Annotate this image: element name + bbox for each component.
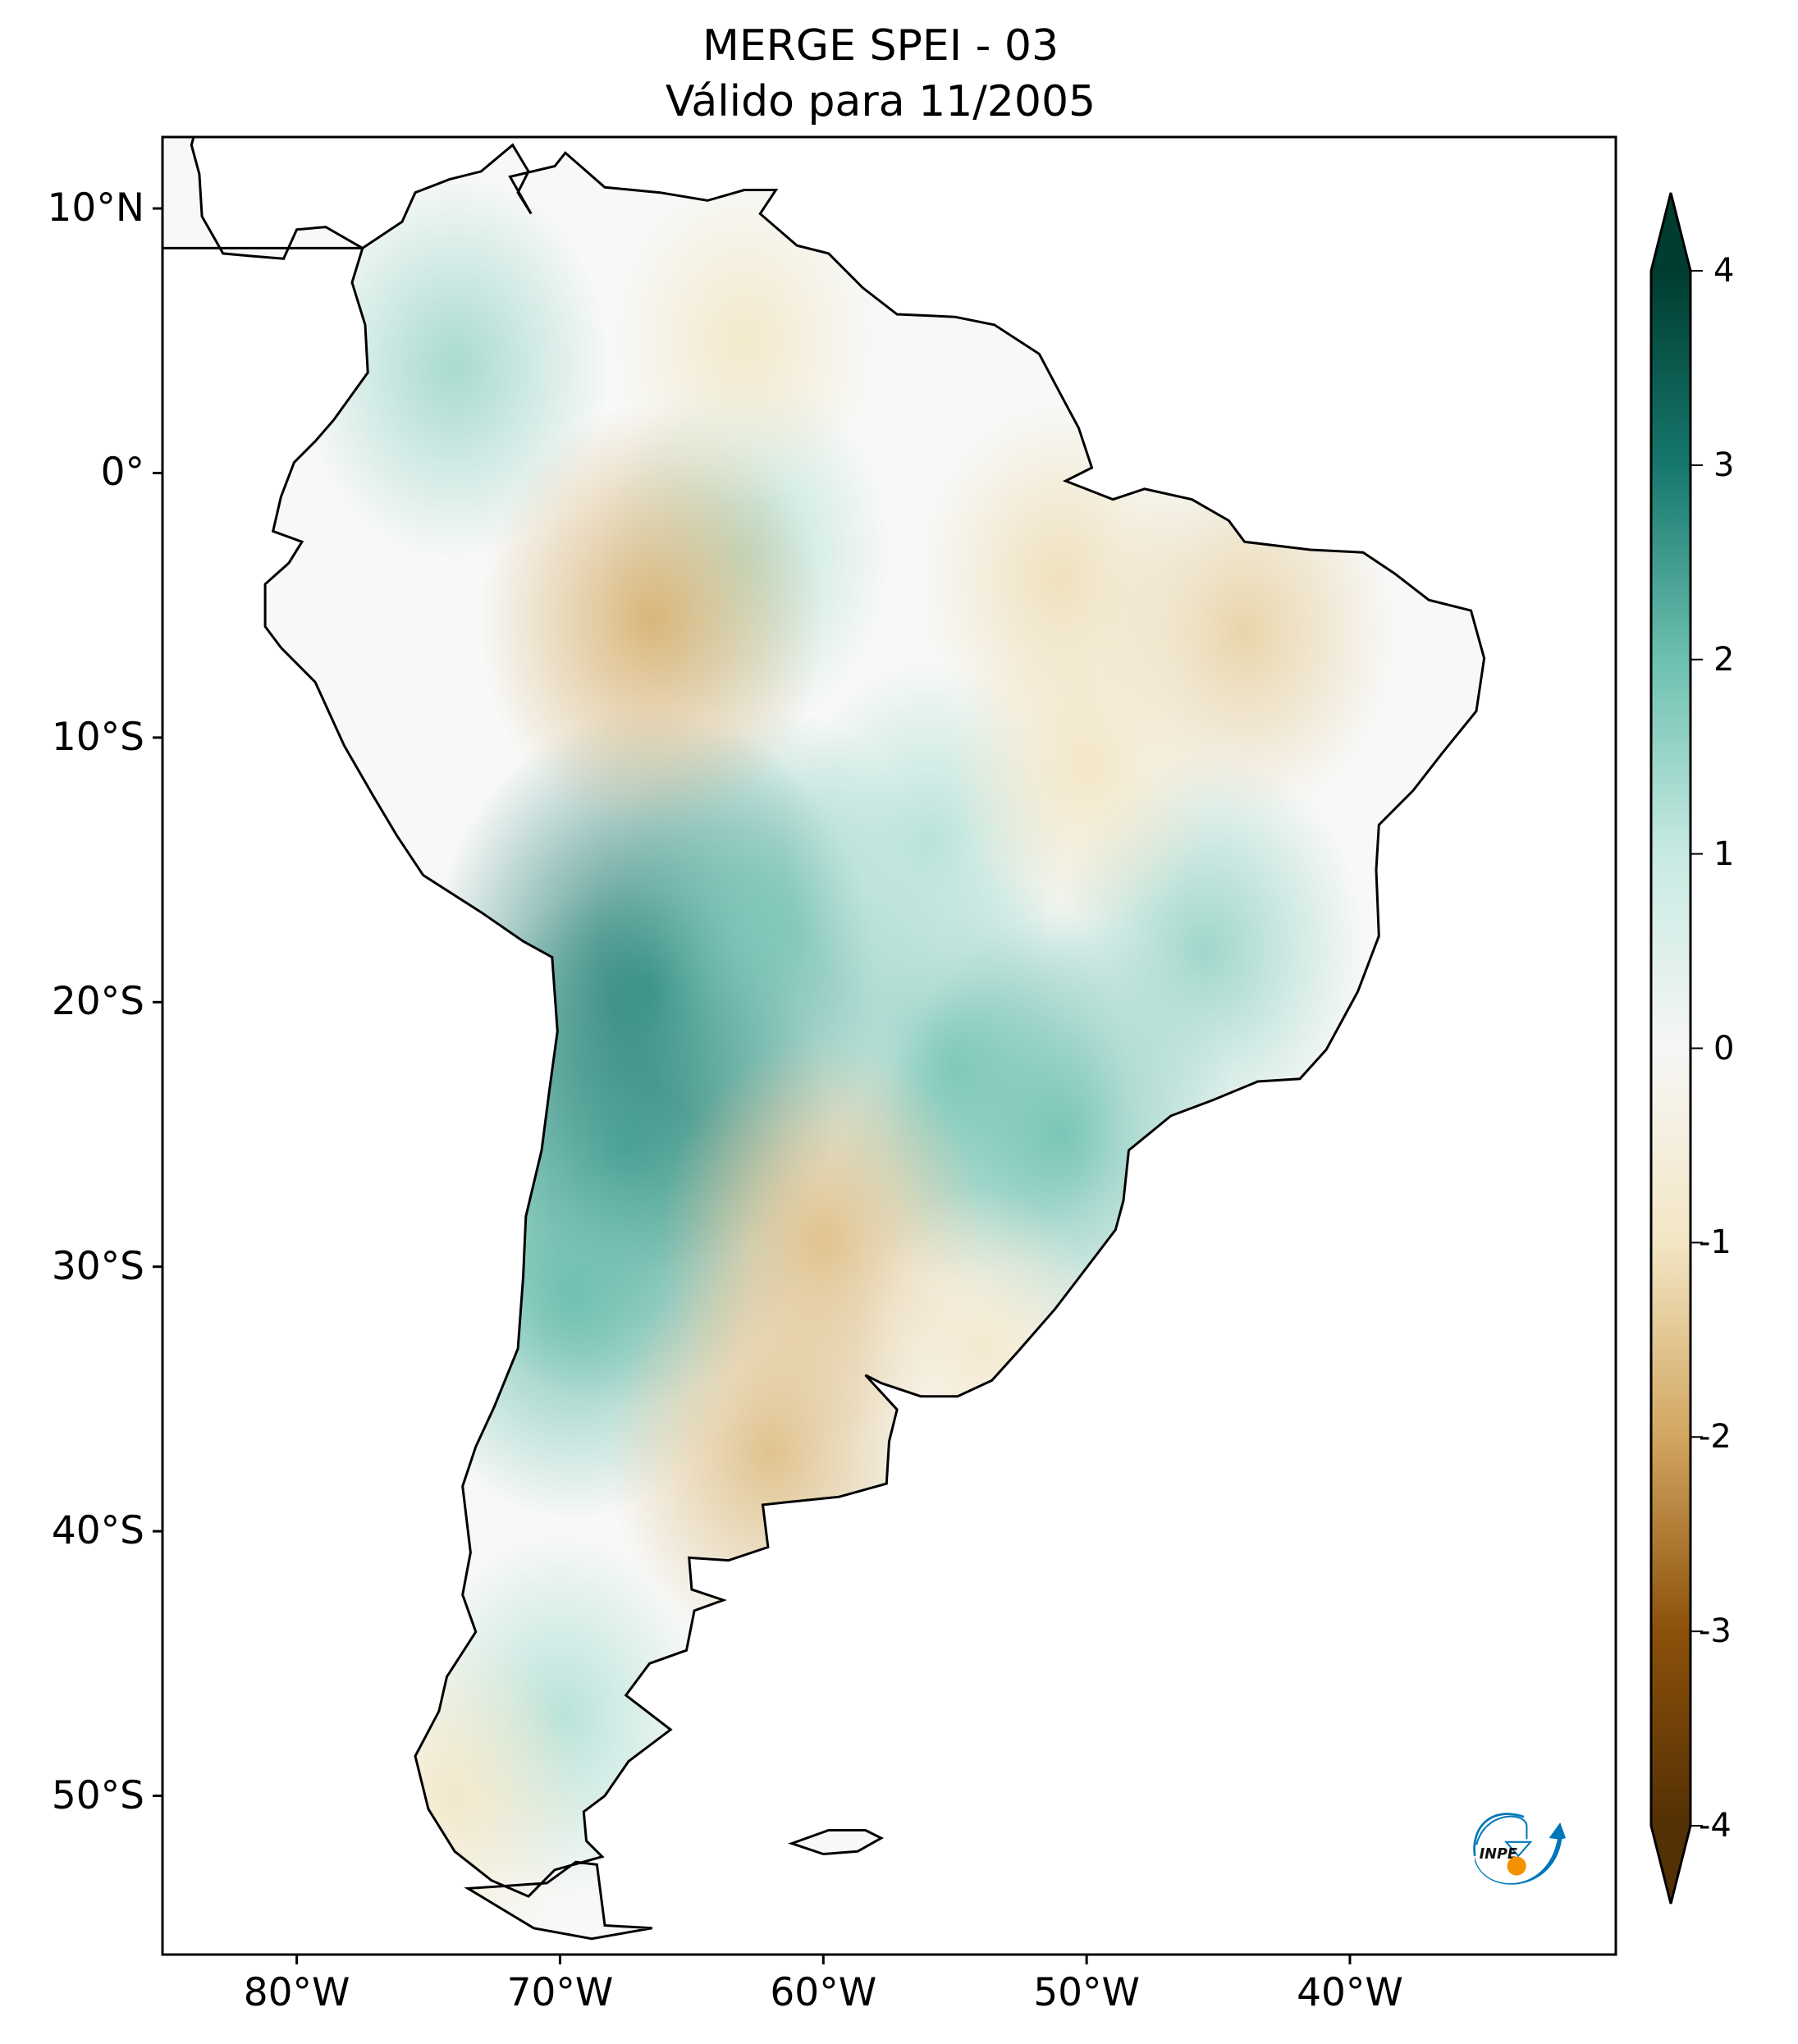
colorbar-extend-max bbox=[1651, 193, 1690, 271]
coastline bbox=[162, 137, 1486, 1941]
colorbar-tick-label: 4 bbox=[1713, 252, 1735, 290]
colorbar-extend-min bbox=[1651, 1826, 1690, 1904]
x-tick-label: 70°W bbox=[506, 1970, 614, 2015]
y-tick-label: 20°S bbox=[51, 979, 144, 1025]
colorbar-tick-label: 0 bbox=[1713, 1029, 1735, 1068]
anomaly-patch bbox=[301, 175, 609, 560]
map-title: MERGE SPEI - 03 bbox=[702, 21, 1059, 71]
y-tick-label: 10°N bbox=[47, 185, 144, 231]
y-tick-label: 30°S bbox=[51, 1243, 144, 1289]
colorbar-tick-label: -4 bbox=[1699, 1807, 1732, 1845]
colorbar-gradient bbox=[1651, 271, 1690, 1826]
y-tick-label: 0° bbox=[100, 450, 144, 496]
y-tick-label: 50°S bbox=[51, 1772, 144, 1818]
anomaly-patch bbox=[480, 404, 824, 834]
y-tick-label: 10°S bbox=[51, 714, 144, 760]
anomaly-patch bbox=[613, 176, 876, 505]
y-tick-label: 40°S bbox=[51, 1508, 144, 1554]
anomaly-patch bbox=[323, 1632, 586, 1939]
colorbar-tick-label: 1 bbox=[1713, 835, 1735, 873]
x-tick-label: 60°W bbox=[770, 1970, 877, 2015]
x-tick-label: 50°W bbox=[1033, 1970, 1141, 2015]
x-tick-label: 40°W bbox=[1297, 1970, 1403, 2015]
inpe-logo: INPE bbox=[1473, 1813, 1566, 1885]
colorbar-tick-label: -1 bbox=[1699, 1223, 1732, 1262]
colorbar-tick-label: -3 bbox=[1699, 1612, 1732, 1651]
anomaly-patch bbox=[951, 594, 1223, 934]
svg-text:INPE: INPE bbox=[1480, 1846, 1517, 1863]
map-subtitle: Válido para 11/2005 bbox=[665, 77, 1096, 126]
colorbar bbox=[1649, 192, 1703, 1905]
axes-frame bbox=[161, 135, 1617, 1956]
colorbar-tick-label: 2 bbox=[1713, 640, 1735, 679]
x-tick-label: 80°W bbox=[243, 1970, 350, 2015]
colorbar-tick-label: 3 bbox=[1713, 446, 1735, 484]
colorbar-tick-label: -2 bbox=[1699, 1418, 1732, 1456]
anomaly-patch bbox=[854, 1187, 1108, 1504]
